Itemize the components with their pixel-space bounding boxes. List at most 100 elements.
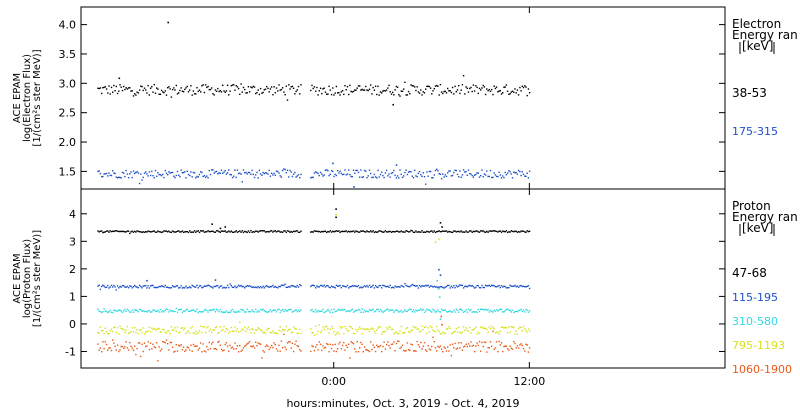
data-point: [500, 342, 503, 344]
data-point: [349, 325, 351, 328]
data-point: [125, 169, 127, 172]
data-point: [149, 342, 152, 344]
data-point: [329, 311, 331, 314]
data-point: [264, 172, 267, 174]
data-point: [434, 241, 437, 243]
data-point: [266, 231, 268, 233]
data-point: [410, 329, 412, 332]
legend-entry: 175-315: [732, 125, 778, 138]
data-point: [182, 286, 185, 289]
data-point: [398, 340, 400, 342]
data-point: [315, 287, 317, 289]
y-tick-label: 2.5: [59, 107, 77, 120]
data-point: [502, 230, 504, 232]
data-point: [318, 286, 320, 288]
data-point: [394, 332, 396, 334]
data-point: [322, 88, 324, 90]
data-point: [101, 311, 103, 314]
data-point: [420, 286, 422, 288]
data-point: [390, 287, 393, 289]
data-point: [439, 318, 442, 320]
data-point: [480, 287, 482, 289]
data-point: [517, 309, 520, 312]
data-point: [374, 332, 377, 334]
data-point: [170, 231, 173, 233]
data-point: [381, 333, 383, 335]
data-point: [196, 230, 198, 232]
data-point: [281, 309, 284, 311]
data-point: [288, 84, 290, 86]
data-point: [406, 326, 409, 329]
data-point: [277, 170, 279, 173]
data-point: [153, 286, 155, 289]
data-point: [222, 350, 224, 352]
data-point: [476, 333, 478, 335]
data-point: [410, 84, 412, 86]
data-point: [141, 331, 143, 334]
data-point: [145, 331, 147, 333]
data-point: [497, 91, 499, 93]
data-point: [422, 329, 424, 331]
data-point: [365, 286, 367, 288]
data-point: [151, 231, 153, 233]
data-point: [335, 208, 337, 210]
data-point: [498, 171, 500, 173]
data-point: [350, 90, 352, 93]
data-point: [269, 175, 272, 177]
legend-title: Proton: [732, 199, 771, 213]
data-point: [312, 332, 314, 334]
data-point: [217, 309, 219, 312]
data-point: [503, 345, 505, 348]
data-point: [396, 310, 399, 312]
data-point: [432, 308, 434, 311]
data-point: [154, 310, 157, 313]
data-point: [395, 230, 398, 232]
data-point: [362, 311, 364, 313]
data-point: [499, 286, 501, 289]
data-point: [99, 230, 102, 232]
data-point: [500, 177, 503, 179]
data-point: [489, 309, 492, 312]
data-point: [169, 332, 171, 335]
data-point: [362, 176, 364, 178]
data-point: [118, 77, 121, 80]
data-point: [110, 349, 113, 352]
data-point: [157, 230, 159, 232]
data-point: [201, 331, 203, 334]
data-point: [256, 311, 258, 313]
data-point: [462, 346, 465, 348]
data-point: [480, 174, 482, 177]
data-point: [433, 230, 435, 232]
data-point: [348, 310, 350, 312]
data-point: [448, 325, 450, 328]
data-point: [181, 230, 184, 232]
data-point: [462, 287, 465, 289]
data-point: [514, 172, 516, 174]
data-point: [157, 360, 159, 362]
data-point: [123, 347, 125, 350]
data-point: [202, 326, 204, 328]
data-point: [160, 331, 163, 333]
data-point: [437, 286, 439, 289]
data-point: [141, 179, 143, 181]
data-point: [125, 286, 127, 288]
data-point: [449, 90, 451, 92]
data-point: [98, 231, 100, 233]
data-point: [170, 341, 173, 344]
data-point: [195, 177, 197, 179]
data-point: [434, 311, 437, 313]
data-point: [239, 321, 241, 323]
data-point: [448, 284, 450, 287]
data-point: [281, 231, 284, 233]
data-point: [268, 286, 270, 288]
data-point: [398, 231, 400, 233]
data-point: [153, 84, 155, 86]
data-point: [491, 88, 493, 91]
data-point: [272, 330, 274, 332]
data-point: [524, 286, 526, 288]
data-point: [359, 287, 361, 289]
data-point: [151, 284, 153, 287]
data-point: [259, 87, 262, 90]
data-point: [338, 343, 340, 345]
data-point: [338, 285, 340, 287]
